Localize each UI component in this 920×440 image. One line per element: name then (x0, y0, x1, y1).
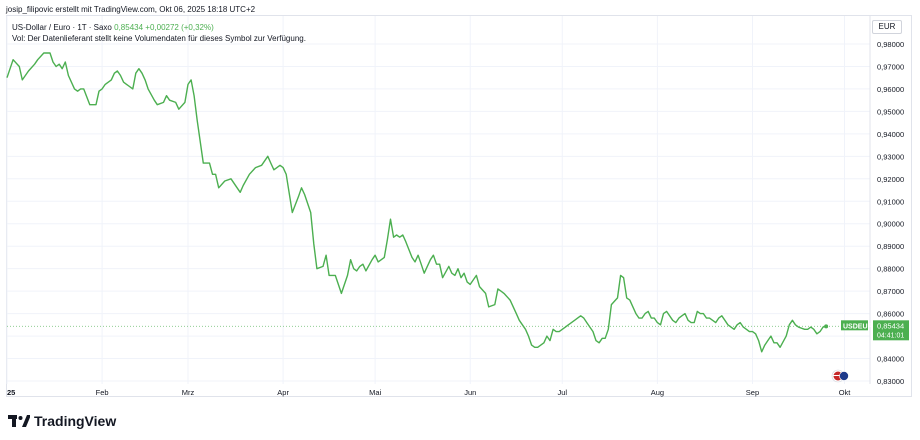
y-tick-label: 0,98000 (877, 40, 904, 49)
y-tick-label: 0,95000 (877, 107, 904, 116)
x-tick-label: Aug (651, 388, 664, 397)
x-tick-label: Sep (746, 388, 759, 397)
footer-brand[interactable]: TradingView (8, 413, 116, 429)
event-flag-stripe (833, 375, 843, 376)
x-tick-label: Jul (557, 388, 567, 397)
price-tag-symbol: USDEUR (843, 323, 873, 330)
y-tick-label: 0,86000 (877, 310, 904, 319)
x-tick-label: Mrz (182, 388, 195, 397)
footer-brand-text: TradingView (34, 413, 117, 429)
y-tick-label: 0,91000 (877, 197, 904, 206)
legend-change: +0,00272 (+0,32%) (145, 23, 214, 32)
legend-volume-note: Vol: Der Datenlieferant stellt keine Vol… (12, 34, 306, 43)
price-tag-countdown: 04:41:01 (877, 332, 904, 339)
legend-title: US-Dollar / Euro · 1T · Saxo (12, 23, 112, 32)
y-tick-label: 0,84000 (877, 355, 904, 364)
currency-button[interactable]: EUR (872, 20, 902, 34)
event-flag-eu-icon (839, 371, 849, 381)
chart-legend: US-Dollar / Euro · 1T · Saxo 0,85434 +0,… (12, 22, 306, 44)
x-tick-label: Okt (839, 388, 852, 397)
y-tick-label: 0,88000 (877, 265, 904, 274)
x-tick-label: Apr (277, 388, 289, 397)
y-tick-label: 0,87000 (877, 287, 904, 296)
price-tag-value: 0,85434 (877, 321, 904, 330)
y-tick-label: 0,83000 (877, 377, 904, 386)
last-price-dot (824, 324, 829, 329)
y-tick-label: 0,93000 (877, 152, 904, 161)
x-tick-label: Mai (369, 388, 381, 397)
y-tick-label: 0,90000 (877, 220, 904, 229)
x-tick-label: Feb (96, 388, 109, 397)
tradingview-logo-icon (8, 415, 30, 427)
attribution-text: josip_filipovic erstellt mit TradingView… (6, 5, 256, 14)
price-tag-symbol-bg (841, 320, 868, 331)
y-tick-label: 0,89000 (877, 242, 904, 251)
y-tick-label: 0,96000 (877, 85, 904, 94)
price-tag-bg (873, 320, 909, 341)
y-tick-label: 0,92000 (877, 175, 904, 184)
legend-price: 0,85434 (114, 23, 144, 32)
x-tick-label: Jun (464, 388, 476, 397)
y-tick-label: 0,94000 (877, 130, 904, 139)
series-line (6, 52, 827, 353)
y-tick-label: 0,97000 (877, 62, 904, 71)
x-tick-label: 25 (7, 388, 15, 397)
